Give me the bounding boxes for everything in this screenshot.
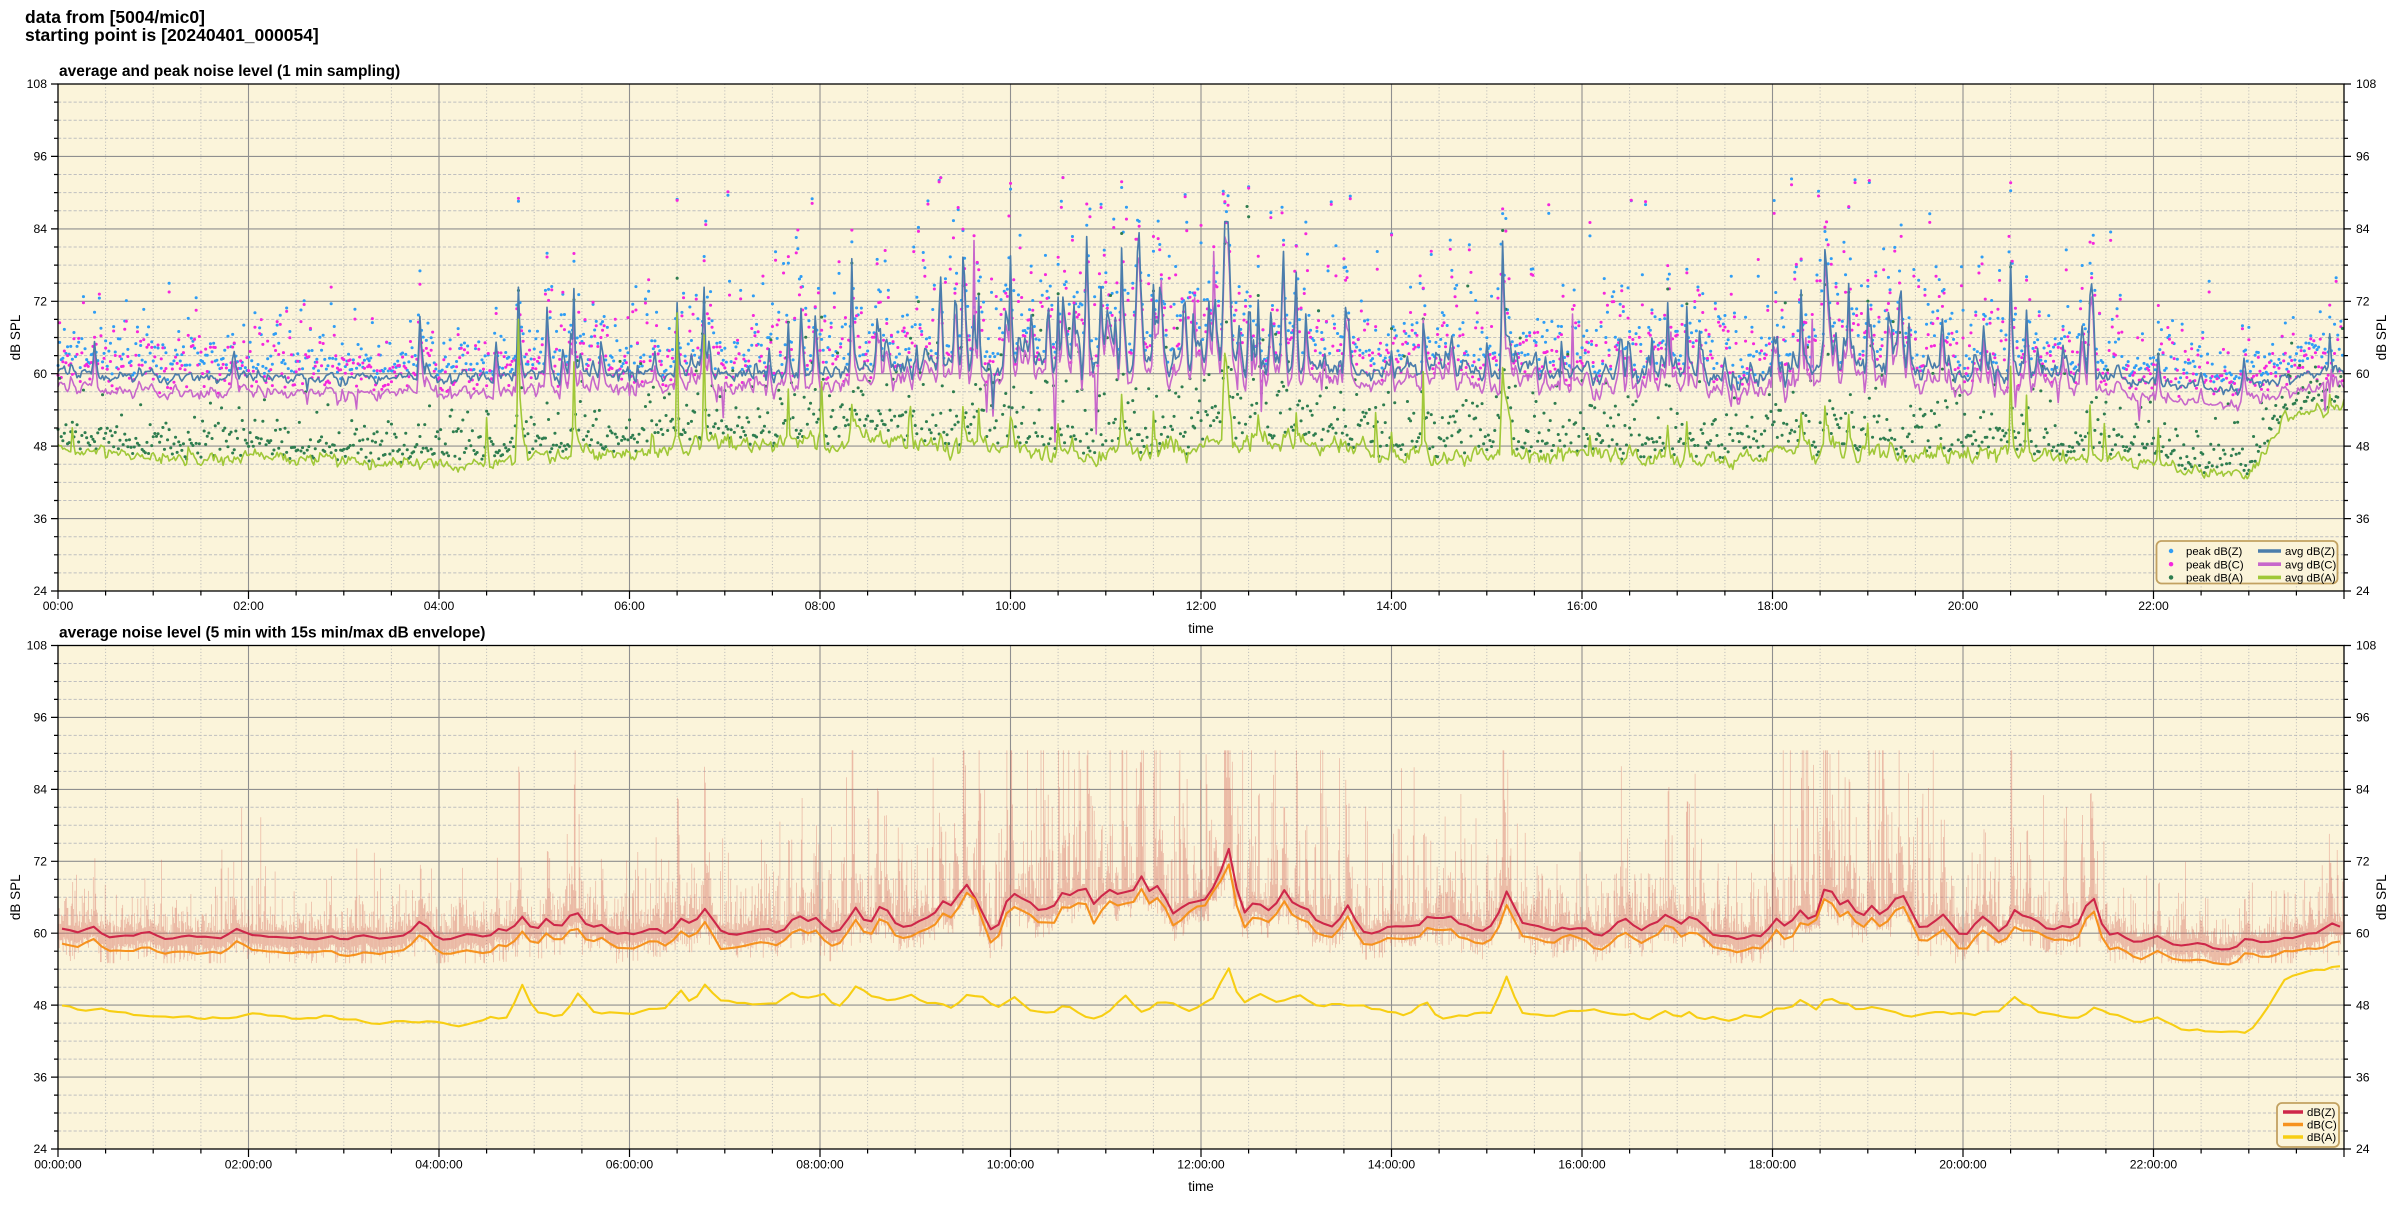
svg-text:36: 36 (33, 1070, 47, 1084)
svg-text:dB(A): dB(A) (2307, 1132, 2336, 1144)
svg-text:36: 36 (2356, 512, 2370, 526)
svg-text:108: 108 (27, 77, 48, 91)
svg-text:dB SPL: dB SPL (2374, 874, 2389, 920)
svg-text:starting point is [20240401_00: starting point is [20240401_000054] (25, 25, 319, 45)
svg-text:72: 72 (2356, 855, 2370, 869)
svg-text:18:00: 18:00 (1757, 599, 1788, 613)
svg-text:avg dB(Z): avg dB(Z) (2285, 546, 2335, 558)
svg-text:06:00: 06:00 (614, 599, 645, 613)
svg-text:peak dB(C): peak dB(C) (2186, 559, 2244, 571)
svg-text:04:00:00: 04:00:00 (415, 1158, 463, 1172)
svg-text:60: 60 (33, 926, 47, 940)
svg-text:96: 96 (33, 711, 47, 725)
svg-text:72: 72 (2356, 295, 2370, 309)
svg-text:02:00: 02:00 (233, 599, 264, 613)
svg-text:24: 24 (33, 584, 47, 598)
svg-text:average noise level (5 min wit: average noise level (5 min with 15s min/… (59, 625, 485, 642)
svg-text:14:00: 14:00 (1376, 599, 1407, 613)
svg-text:18:00:00: 18:00:00 (1749, 1158, 1797, 1172)
svg-text:dB SPL: dB SPL (8, 314, 23, 360)
svg-text:84: 84 (33, 783, 47, 797)
svg-text:04:00: 04:00 (424, 599, 455, 613)
svg-text:14:00:00: 14:00:00 (1368, 1158, 1416, 1172)
svg-text:dB(Z): dB(Z) (2307, 1107, 2336, 1119)
svg-text:20:00:00: 20:00:00 (1939, 1158, 1987, 1172)
svg-text:22:00:00: 22:00:00 (2130, 1158, 2178, 1172)
svg-text:10:00:00: 10:00:00 (987, 1158, 1035, 1172)
svg-text:48: 48 (2356, 998, 2370, 1012)
svg-text:24: 24 (33, 1142, 47, 1156)
svg-text:22:00: 22:00 (2138, 599, 2169, 613)
svg-text:96: 96 (2356, 150, 2370, 164)
svg-text:08:00:00: 08:00:00 (796, 1158, 844, 1172)
svg-text:10:00: 10:00 (995, 599, 1026, 613)
svg-text:96: 96 (2356, 711, 2370, 725)
svg-text:72: 72 (33, 295, 47, 309)
svg-text:16:00: 16:00 (1567, 599, 1598, 613)
svg-text:108: 108 (2356, 639, 2377, 653)
svg-text:00:00: 00:00 (43, 599, 74, 613)
svg-text:avg dB(C): avg dB(C) (2285, 559, 2336, 571)
svg-text:data from [5004/mic0]: data from [5004/mic0] (25, 7, 205, 27)
svg-text:84: 84 (33, 222, 47, 236)
svg-text:dB(C): dB(C) (2307, 1120, 2337, 1132)
svg-text:48: 48 (33, 998, 47, 1012)
svg-text:108: 108 (2356, 77, 2377, 91)
svg-text:12:00: 12:00 (1186, 599, 1217, 613)
svg-text:36: 36 (33, 512, 47, 526)
svg-text:24: 24 (2356, 1142, 2370, 1156)
svg-text:time: time (1188, 621, 1214, 636)
svg-text:60: 60 (2356, 926, 2370, 940)
svg-text:108: 108 (27, 639, 48, 653)
svg-text:60: 60 (33, 367, 47, 381)
svg-text:02:00:00: 02:00:00 (225, 1158, 273, 1172)
svg-text:16:00:00: 16:00:00 (1558, 1158, 1606, 1172)
svg-text:average and peak noise level (: average and peak noise level (1 min samp… (59, 63, 400, 80)
svg-text:84: 84 (2356, 222, 2370, 236)
svg-text:dB SPL: dB SPL (2374, 314, 2389, 360)
svg-text:12:00:00: 12:00:00 (1177, 1158, 1225, 1172)
svg-text:48: 48 (2356, 439, 2370, 453)
svg-text:peak dB(A): peak dB(A) (2186, 573, 2243, 585)
svg-text:20:00: 20:00 (1948, 599, 1979, 613)
svg-text:48: 48 (33, 439, 47, 453)
svg-text:84: 84 (2356, 783, 2370, 797)
svg-text:06:00:00: 06:00:00 (606, 1158, 654, 1172)
svg-text:08:00: 08:00 (805, 599, 836, 613)
svg-text:time: time (1188, 1179, 1214, 1194)
svg-text:00:00:00: 00:00:00 (34, 1158, 82, 1172)
svg-text:96: 96 (33, 150, 47, 164)
svg-text:36: 36 (2356, 1070, 2370, 1084)
svg-text:dB SPL: dB SPL (8, 874, 23, 920)
svg-text:24: 24 (2356, 584, 2370, 598)
svg-text:72: 72 (33, 855, 47, 869)
svg-text:peak dB(Z): peak dB(Z) (2186, 546, 2243, 558)
svg-text:avg dB(A): avg dB(A) (2285, 573, 2336, 585)
svg-text:60: 60 (2356, 367, 2370, 381)
